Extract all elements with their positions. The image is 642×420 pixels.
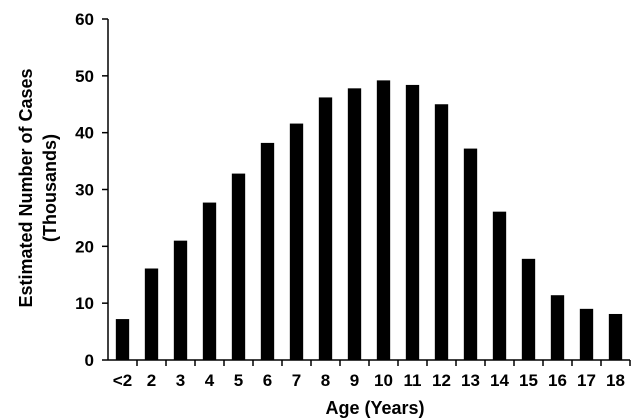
bar [434,104,449,360]
bar [608,313,623,360]
x-tick-label: 6 [263,371,272,390]
x-tick-label: 18 [606,371,625,390]
bar [579,308,594,360]
bar [405,84,420,361]
y-tick-label: 10 [75,294,94,313]
x-tick-label: 16 [548,371,567,390]
x-tick-label: 5 [234,371,243,390]
y-tick-label: 50 [75,67,94,86]
bar [202,202,217,360]
x-tick-label: 11 [404,371,422,390]
x-tick-label: <2 [113,371,132,390]
y-axis: 0 10 20 30 40 50 60 [75,10,109,370]
bar [347,88,362,360]
bar [144,268,159,360]
x-tick-label: 8 [321,371,330,390]
bar [318,97,333,361]
y-tick-label: 0 [85,351,94,370]
y-tick-label: 30 [75,181,94,200]
bar [463,148,478,360]
x-tick-label: 13 [461,371,480,390]
x-tick-label: 9 [350,371,359,390]
bar [492,211,507,360]
x-axis-title: Age (Years) [325,398,424,418]
x-tick-label: 3 [176,371,185,390]
y-tick-label: 20 [75,237,94,256]
y-tick-label: 60 [75,10,94,29]
bar [521,258,536,360]
bar [115,319,130,360]
bar [260,142,275,360]
x-tick-label: 7 [292,371,301,390]
x-tick-label: 4 [205,371,215,390]
plot-area [115,80,623,361]
bar [289,123,304,360]
x-axis: <2 2 3 4 5 6 7 8 9 10 11 12 13 14 15 16 17 18 [108,359,631,390]
x-tick-label: 15 [519,371,538,390]
x-tick-label: 14 [490,371,509,390]
x-tick-label: 10 [374,371,393,390]
bar [376,80,391,360]
y-axis-title-line1: Estimated Number of Cases [16,68,36,307]
y-tick-label: 40 [75,124,94,143]
bar [173,240,188,360]
bar [231,173,246,360]
x-tick-label: 12 [432,371,451,390]
x-tick-label: 17 [577,371,596,390]
y-axis-title-line2: (Thousands) [40,134,60,242]
x-tick-label: 2 [147,371,156,390]
bar [550,295,565,360]
